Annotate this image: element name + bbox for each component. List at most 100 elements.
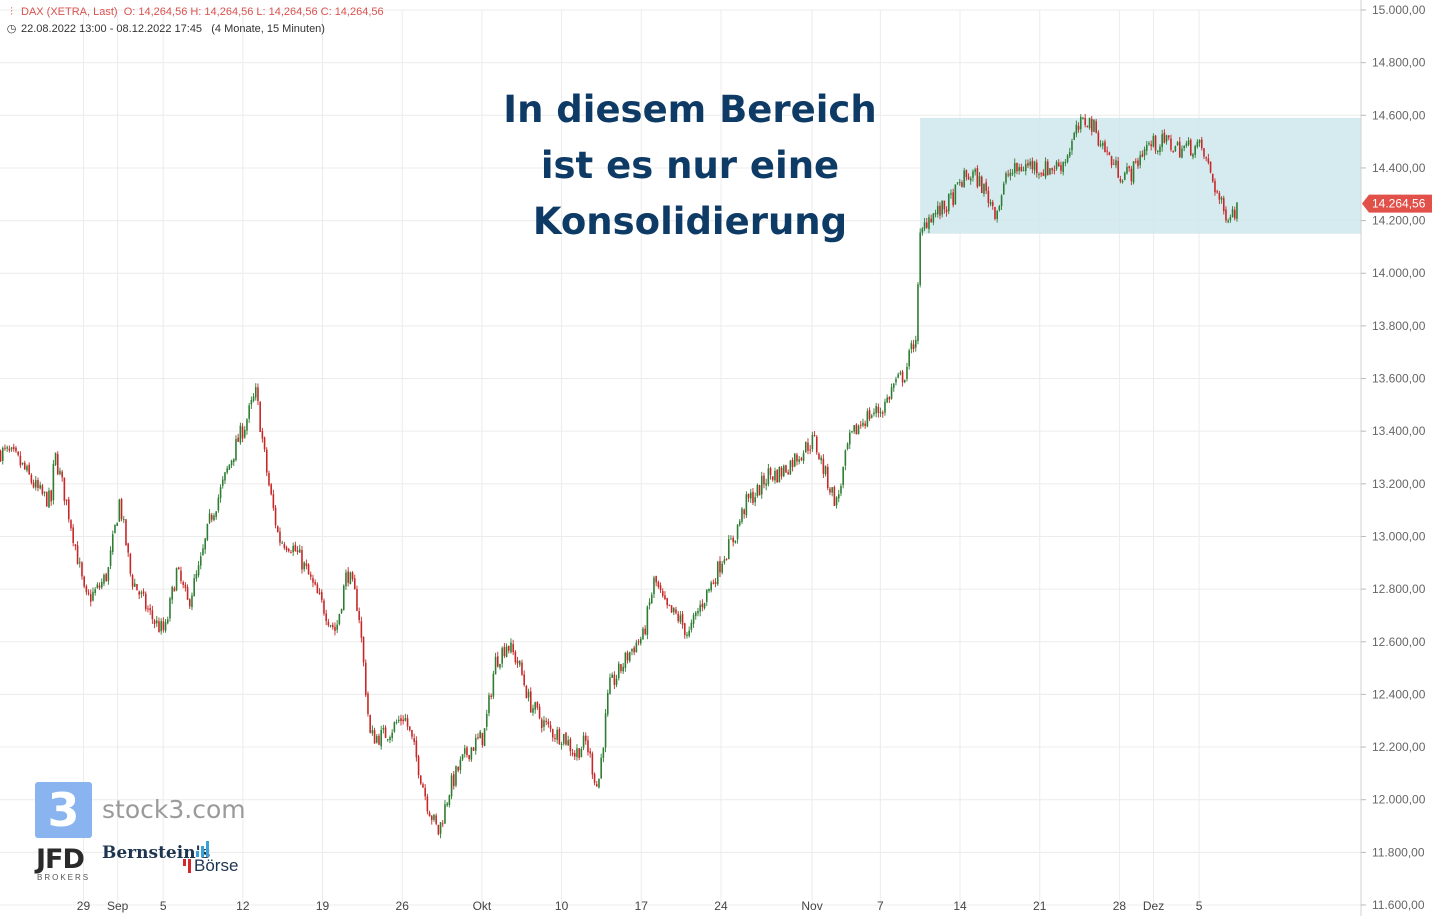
y-tick-label: 15.000,00 [1372,3,1426,17]
candle-body [481,732,484,746]
candle-body [10,447,13,450]
candle-body [547,721,550,725]
candle-body [679,615,682,622]
candle-body [859,424,862,426]
candle-body [329,625,332,627]
candle-body [63,477,66,501]
candle-body [877,406,880,413]
candle-body [448,795,451,805]
y-axis: 15.000,00 14.800,00 14.600,00 14.400,00 14.2… [1361,3,1426,912]
candle-body [1031,160,1034,169]
jfd-subtitle: BROKERS [37,873,91,882]
candle-body [1027,163,1029,166]
candle-body [910,343,913,350]
candle-body [1013,163,1016,173]
candle-body [774,470,776,481]
candle-body [820,457,822,461]
candle-body [857,425,860,435]
candle-body [479,731,481,739]
candle-body [743,509,745,515]
candle-body [1225,209,1227,221]
candle-body [1016,162,1018,172]
candle-body [81,562,83,577]
candle-body [917,284,919,342]
candle-body [1236,202,1238,219]
candle-body [666,598,668,606]
chart-annotation: In diesem Bereich ist es nur eine Konsol… [470,82,910,250]
candle-body [147,608,149,610]
candle-body [657,582,660,587]
candle-body [265,449,268,473]
candle-body [362,637,365,663]
candle-body [369,715,371,733]
candle-body [538,706,541,719]
candle-body [1077,126,1080,130]
candle-body [626,652,629,661]
candle-body [1126,166,1128,174]
candle-body [303,562,305,570]
candle-body [393,722,396,732]
candle-body [708,588,710,591]
candle-body [215,511,217,517]
candle-body [301,549,303,570]
candle-body [85,586,88,593]
candle-body [131,575,134,587]
candle-body [895,379,897,383]
candle-body [919,232,921,285]
candle-body [21,462,24,465]
candle-body [591,753,594,775]
y-tick-label: 11.600,00 [1372,898,1425,912]
candle-body [560,744,563,746]
candle-body [338,613,341,625]
candle-body [37,480,39,489]
candle-body [298,549,301,553]
candle-body [151,610,154,620]
candle-body [30,474,33,483]
candle-body [96,584,99,588]
candle-body [371,730,374,734]
candle-body [1203,148,1205,157]
candle-body [347,571,349,583]
candle-body [160,621,162,632]
candle-body [1068,151,1071,157]
candle-body [932,213,935,223]
candle-body [378,735,380,745]
candle-body [617,663,620,679]
candle-body [1009,172,1012,177]
candle-body [897,374,899,378]
candle-body [87,592,90,594]
candle-body [283,544,286,548]
candle-body [701,603,704,608]
candle-body [769,468,772,475]
candle-body [290,552,292,554]
candle-body [633,647,635,653]
candle-body [219,487,222,499]
candle-body [1119,179,1122,182]
clock-icon: ◷ [6,23,17,35]
candle-body [609,677,611,694]
candle-body [158,621,160,633]
range-detail: (4 Monate, 15 Minuten) [211,23,325,35]
candle-body [340,609,343,613]
candle-body [1132,161,1135,183]
candle-body [758,485,761,496]
candle-body [804,441,807,453]
candle-body [934,213,937,215]
candle-body [360,621,363,638]
candle-body [230,460,233,466]
candle-body [129,553,132,574]
candle-body [840,485,842,494]
candle-body [736,524,739,540]
candle-body [536,701,539,708]
y-tick-label: 13.800,00 [1372,319,1426,333]
candle-body [521,662,523,675]
candle-body [710,582,712,591]
candle-body [809,449,811,451]
candle-body [72,527,74,544]
candle-body [232,458,235,463]
candle-body [622,666,624,672]
candle-body [122,519,125,521]
candle-body [74,544,77,546]
candle-body [472,747,475,751]
